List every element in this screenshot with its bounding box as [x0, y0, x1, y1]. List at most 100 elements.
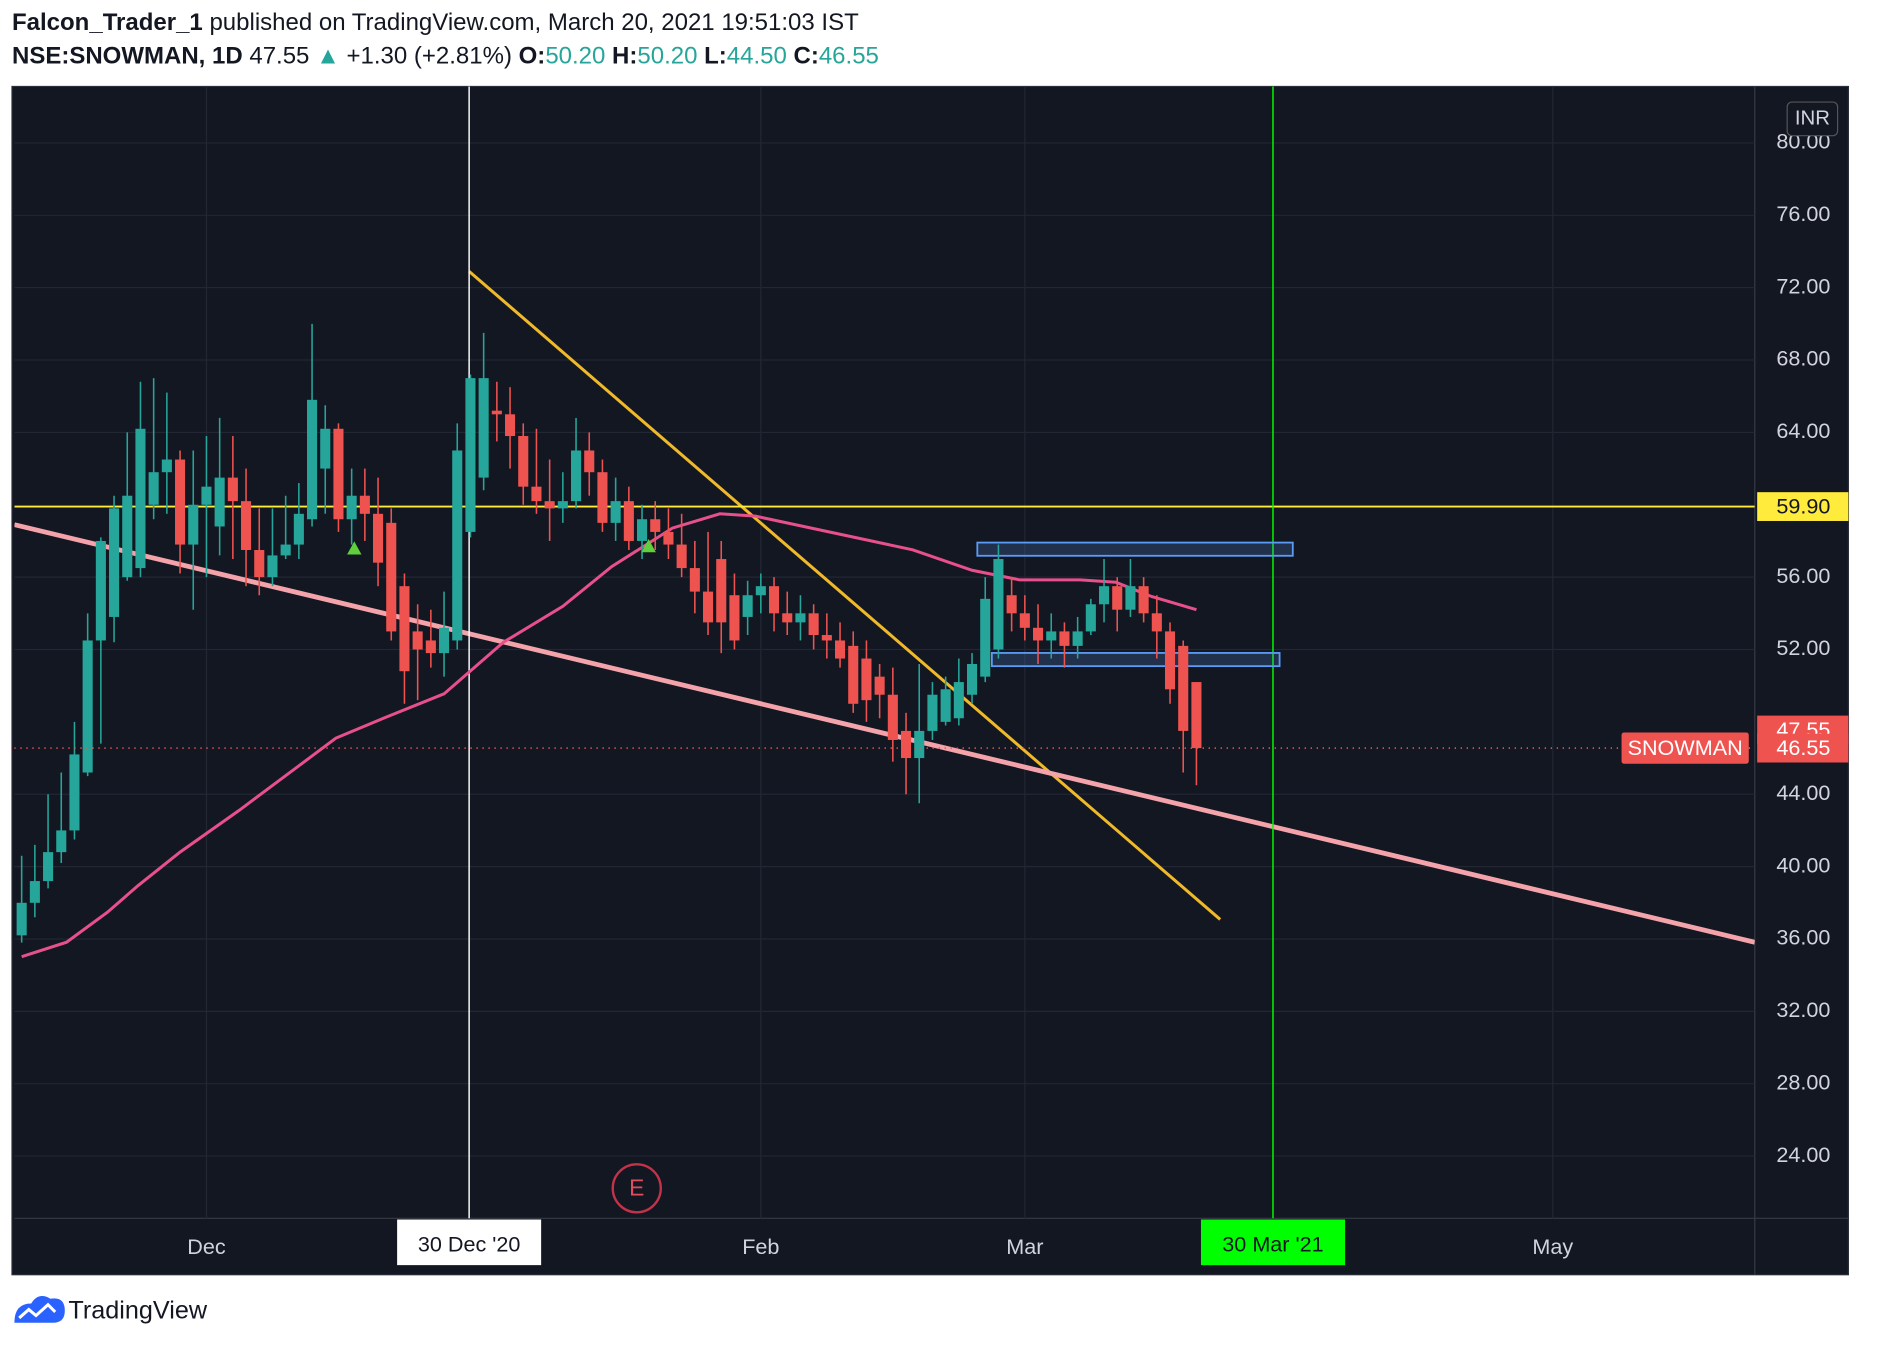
y-tick-label: 44.00: [1776, 780, 1830, 805]
currency: INR: [1795, 107, 1830, 129]
candle-body: [452, 450, 463, 641]
candle-body: [610, 501, 621, 523]
y-tick-label: 28.00: [1776, 1069, 1830, 1094]
candle-body: [966, 663, 978, 695]
candle-body: [122, 495, 133, 578]
candle-body: [623, 501, 634, 541]
candle-body: [399, 586, 410, 672]
candle-body: [927, 694, 938, 731]
candle-body: [993, 559, 1004, 650]
candle-body: [227, 477, 238, 502]
candle-body: [1138, 586, 1149, 614]
candle-body: [1151, 613, 1162, 632]
candle-body: [689, 568, 700, 592]
candle-body: [953, 682, 964, 719]
candle-body: [834, 640, 846, 659]
ohlc-key: O:: [519, 43, 546, 70]
candle-body: [1178, 645, 1189, 731]
symbol: NSE:SNOWMAN, 1D: [12, 43, 243, 70]
candle-body: [887, 694, 898, 740]
candle-body: [1125, 586, 1136, 610]
candle-body: [742, 595, 753, 617]
candle-body: [505, 414, 516, 437]
candle-body: [491, 410, 502, 415]
candle-body: [1098, 586, 1110, 605]
candle-body: [293, 513, 304, 545]
candle-body: [135, 428, 146, 569]
candle-body: [531, 486, 542, 502]
candle-body: [373, 513, 384, 563]
candle-body: [1085, 604, 1096, 632]
candle-body: [43, 852, 54, 882]
candle-body: [980, 598, 991, 677]
candle-body: [241, 501, 252, 550]
candle-body: [95, 540, 106, 641]
candle-body: [109, 508, 120, 617]
x-tick-label: May: [1532, 1234, 1573, 1259]
candle-body: [425, 640, 436, 654]
candle-body: [637, 519, 648, 541]
candle-body: [571, 450, 582, 502]
candle-body: [808, 613, 819, 636]
y-tick-label: 64.00: [1776, 418, 1830, 443]
candle-body: [1112, 586, 1123, 610]
header-line-1: Falcon_Trader_1 published on TradingView…: [12, 9, 859, 36]
signal-triangle: [641, 538, 656, 553]
date-marker-box: [397, 1219, 542, 1266]
ohlc-value: 50.20: [637, 43, 697, 70]
published: published on TradingView.com, March 20, …: [209, 9, 859, 36]
candle-body: [518, 436, 529, 487]
candle-body: [1046, 631, 1057, 641]
candle-body: [782, 613, 793, 623]
candle-body: [214, 477, 225, 527]
candle-body: [795, 613, 806, 623]
price-box: [1757, 733, 1849, 763]
candle-body: [29, 881, 40, 903]
candle-body: [663, 531, 674, 545]
x-tick-label: Dec: [187, 1234, 226, 1259]
candle-body: [56, 830, 67, 853]
hline-price-box: [1757, 492, 1849, 521]
logo-line: [18, 1302, 57, 1320]
candle-body: [254, 549, 265, 578]
y-tick-label: 68.00: [1776, 346, 1830, 371]
candle-body: [848, 645, 859, 704]
logo: [14, 1296, 65, 1323]
candle-body: [478, 378, 489, 478]
brand: TradingView: [68, 1297, 207, 1325]
candle-body: [1191, 682, 1202, 749]
candle-body: [729, 595, 740, 641]
candle-body: [280, 544, 291, 556]
symbol-label: SNOWMAN: [1628, 735, 1743, 760]
chart-panel: [11, 85, 1849, 1276]
price: 47.55: [249, 43, 309, 70]
candle-body: [544, 501, 555, 509]
signal-triangle: [347, 541, 362, 555]
candle-body: [333, 428, 344, 520]
candle-body: [201, 486, 212, 505]
y-tick-label: 24.00: [1776, 1142, 1830, 1167]
candle-body: [1019, 613, 1030, 628]
x-tick-label: Mar: [1006, 1234, 1043, 1259]
candle-body: [386, 522, 397, 632]
candle-body: [755, 586, 766, 596]
candle-body: [1032, 627, 1044, 641]
y-tick-label: 76.00: [1776, 201, 1830, 226]
header-line-2: NSE:SNOWMAN, 1D 47.55 ▲ +1.30 (+2.81%) O…: [12, 43, 879, 70]
candle-body: [676, 544, 687, 569]
range-box: [976, 541, 1294, 557]
ohlc-value: 50.20: [545, 43, 605, 70]
ohlc-value: 46.55: [819, 43, 879, 70]
currency-box[interactable]: [1786, 101, 1839, 137]
candle-body: [465, 378, 476, 532]
candle-body: [900, 730, 912, 759]
price-label: 46.55: [1776, 735, 1830, 760]
y-tick-label: 40.00: [1776, 852, 1830, 877]
candle-body: [716, 559, 727, 623]
candle-body: [69, 754, 80, 831]
candle-body: [320, 428, 331, 469]
date-marker-box: [1200, 1219, 1346, 1266]
candle-body: [584, 450, 595, 473]
